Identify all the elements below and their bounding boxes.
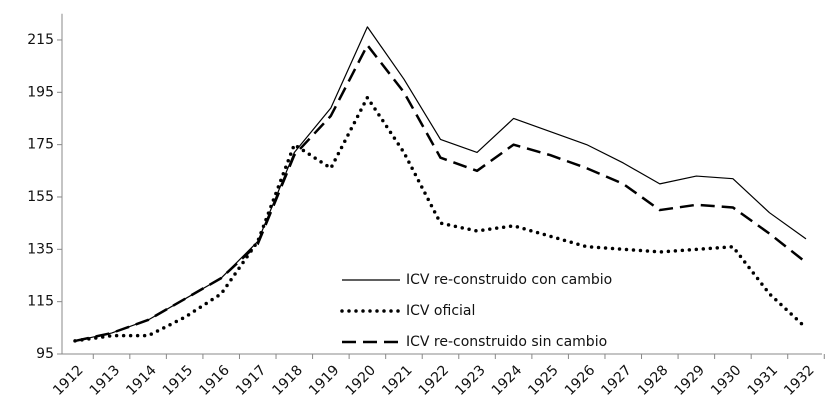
x-tick-label: 1918 bbox=[269, 362, 306, 399]
x-tick-label: 1930 bbox=[708, 362, 745, 399]
x-tick-label: 1931 bbox=[745, 362, 782, 399]
x-tick-label: 1928 bbox=[635, 362, 672, 399]
x-tick-label: 1922 bbox=[416, 362, 453, 399]
series-line bbox=[73, 95, 808, 343]
x-tick-label: 1917 bbox=[233, 362, 270, 399]
x-tick-label: 1924 bbox=[489, 362, 526, 399]
y-tick-label: 175 bbox=[27, 137, 54, 153]
legend-label: ICV re-construido sin cambio bbox=[406, 334, 607, 350]
x-tick-label: 1923 bbox=[452, 362, 489, 399]
x-tick-label: 1916 bbox=[196, 362, 233, 399]
x-tick-label: 1914 bbox=[123, 362, 160, 399]
y-tick-label: 135 bbox=[27, 241, 54, 257]
y-tick-label: 115 bbox=[27, 294, 54, 310]
x-tick-label: 1921 bbox=[379, 362, 416, 399]
legend-label: ICV re-construido con cambio bbox=[406, 272, 612, 288]
series-line bbox=[74, 26, 807, 342]
x-tick-label: 1925 bbox=[525, 362, 562, 399]
x-tick-label: 1912 bbox=[50, 362, 87, 399]
legend-label: ICV oficial bbox=[406, 303, 475, 319]
x-tick-label: 1929 bbox=[671, 362, 708, 399]
x-tick-label: 1913 bbox=[87, 362, 124, 399]
x-tick-label: 1919 bbox=[306, 362, 343, 399]
x-tick-label: 1926 bbox=[562, 362, 599, 399]
x-tick-label: 1932 bbox=[781, 362, 818, 399]
y-tick-label: 215 bbox=[27, 32, 54, 48]
y-tick-label: 155 bbox=[27, 189, 54, 205]
y-tick-label: 95 bbox=[36, 346, 54, 362]
x-tick-label: 1920 bbox=[343, 362, 380, 399]
y-tick-label: 195 bbox=[27, 84, 54, 100]
series-line bbox=[74, 43, 807, 343]
x-tick-label: 1927 bbox=[598, 362, 635, 399]
x-tick-label: 1915 bbox=[160, 362, 197, 399]
